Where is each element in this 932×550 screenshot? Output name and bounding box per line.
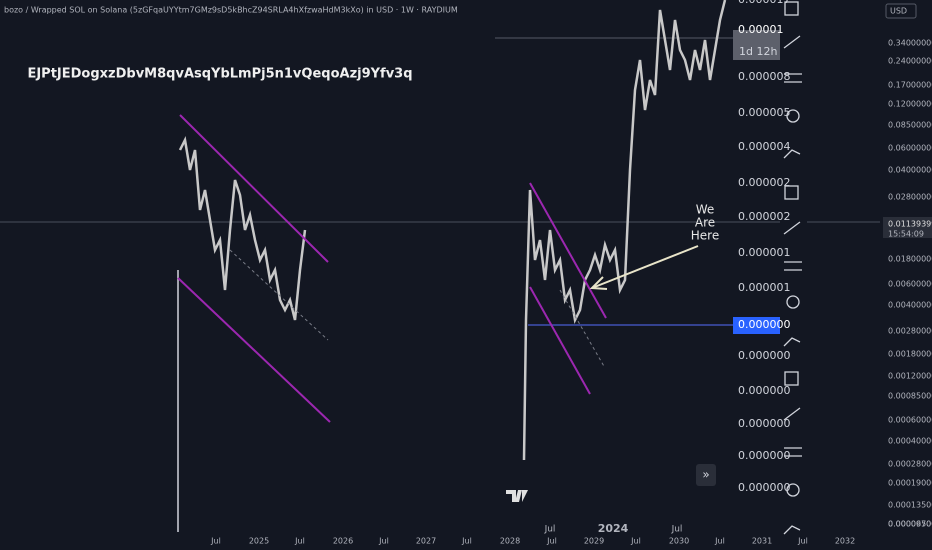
price-label: 0.004000000 xyxy=(888,301,932,310)
last-time: 15:54:09 xyxy=(888,230,924,239)
inset-price-label: 0.000017 xyxy=(738,0,791,6)
annotation: Are xyxy=(695,216,715,230)
time-label: 2025 xyxy=(249,537,269,546)
toolbar-icons[interactable] xyxy=(783,1,802,535)
inset-time-label: Jul xyxy=(544,525,556,535)
inset-time-label: 2024 xyxy=(598,522,629,535)
price-label: 0.170000000 xyxy=(888,81,932,90)
inset-price-label: 0.000005 xyxy=(738,106,791,119)
logo xyxy=(506,490,528,502)
last-price: 0.01139399 xyxy=(888,220,932,229)
annotation-arrow xyxy=(591,245,699,289)
price-label: 0.000067000 xyxy=(888,520,932,529)
inset-time-label: Jul xyxy=(671,525,683,535)
price-label: 0.002800000 xyxy=(888,327,932,336)
price-label: 0.000280000 xyxy=(888,460,932,469)
price-label: 0.006000000 xyxy=(888,280,932,289)
price-tag xyxy=(733,30,780,60)
tool-icon xyxy=(784,185,799,200)
time-label: Jul xyxy=(294,537,305,546)
tool-icon xyxy=(783,149,801,159)
inset-price-label: 0.000002 xyxy=(738,176,791,189)
channel-line xyxy=(529,182,607,319)
inset-price-label: 0.000000 xyxy=(738,318,791,331)
tool-icon xyxy=(783,337,801,347)
time-label: 2028 xyxy=(500,537,520,546)
inset-price-label: 0.000004 xyxy=(738,140,791,153)
price-label: 0.000600000 xyxy=(888,416,932,425)
channel-line xyxy=(179,114,329,263)
annotation: Here xyxy=(691,229,719,243)
tool-icon xyxy=(784,371,799,386)
inset-price-label: 0.000000 xyxy=(738,417,791,430)
symbol-header: bozo / Wrapped SOL on Solana (5zGFqaUYYt… xyxy=(4,6,458,15)
price-label: 0.000190000 xyxy=(888,479,932,488)
inset-price-label: 0.000001 xyxy=(738,246,791,259)
dashed-line xyxy=(229,249,329,341)
time-label: 2030 xyxy=(669,537,689,546)
time-label: Jul xyxy=(630,537,641,546)
currency-box[interactable] xyxy=(885,3,917,19)
inset-price-label: 0.000000 xyxy=(738,384,791,397)
price-candles xyxy=(522,0,727,461)
time-label: Jul xyxy=(546,537,557,546)
price-label: 0.001800000 xyxy=(888,350,932,359)
scroll-icon[interactable]: » xyxy=(702,468,709,482)
price-candles xyxy=(178,136,307,321)
price-label: 0.085000000 xyxy=(888,121,932,130)
price-label: 0.340000000 xyxy=(888,39,932,48)
tool-icon xyxy=(784,1,799,16)
inset-price-label: 0.00001 xyxy=(738,23,784,36)
time-label: Jul xyxy=(461,537,472,546)
time-label: 2027 xyxy=(416,537,436,546)
inset-price-label: 0.000000 xyxy=(738,349,791,362)
price-label: 0.000850000 xyxy=(888,392,932,401)
inset-price-label: 0.000001 xyxy=(738,281,791,294)
price-label: 0.000400000 xyxy=(888,437,932,446)
annotation: We xyxy=(696,203,715,217)
tool-icon xyxy=(783,221,801,235)
time-label: 2026 xyxy=(333,537,353,546)
arrow-head xyxy=(589,276,608,290)
inset-price-label: 0.000000 xyxy=(738,449,791,462)
tool-icon xyxy=(786,109,800,123)
tool-icon xyxy=(786,295,800,309)
scroll-button[interactable] xyxy=(696,464,716,486)
tool-icon xyxy=(783,525,801,535)
currency: USD xyxy=(890,7,907,16)
inset-price-label: 0.000008 xyxy=(738,70,791,83)
time-label: 2031 xyxy=(752,537,772,546)
inset-price-label: 0.000000 xyxy=(738,481,791,494)
tool-icon xyxy=(783,35,801,49)
channel-line xyxy=(177,277,331,423)
price-axis xyxy=(880,0,932,550)
price-label: 0.060000000 xyxy=(888,144,932,153)
toolbar xyxy=(780,0,807,550)
price-label: 0.000095000 xyxy=(888,520,932,529)
price-label: 0.240000000 xyxy=(888,57,932,66)
chart-title: EJPtJEDogxzDbvM8qvAsqYbLmPj5n1vQeqoAzj9Y… xyxy=(27,67,412,82)
price-label: 0.000135000 xyxy=(888,501,932,510)
inset-price-label: 0.000002 xyxy=(738,210,791,223)
price-label: 0.028000000 xyxy=(888,193,932,202)
time-label: Jul xyxy=(210,537,221,546)
time-label: Jul xyxy=(378,537,389,546)
time-label: Jul xyxy=(797,537,808,546)
price-label: 0.120000000 xyxy=(888,100,932,109)
time-label: Jul xyxy=(714,537,725,546)
price-label: 0.001200000 xyxy=(888,372,932,381)
tool-icon xyxy=(783,407,801,421)
price-tag xyxy=(733,317,780,334)
countdown: 1d 12h xyxy=(739,45,777,58)
tool-icon xyxy=(786,483,800,497)
time-label: 2032 xyxy=(835,537,855,546)
price-label: 0.040000000 xyxy=(888,166,932,175)
channel-line xyxy=(529,286,591,395)
price-label: 0.018000000 xyxy=(888,255,932,264)
time-label: 2029 xyxy=(584,537,604,546)
last-price-tag xyxy=(883,217,932,238)
